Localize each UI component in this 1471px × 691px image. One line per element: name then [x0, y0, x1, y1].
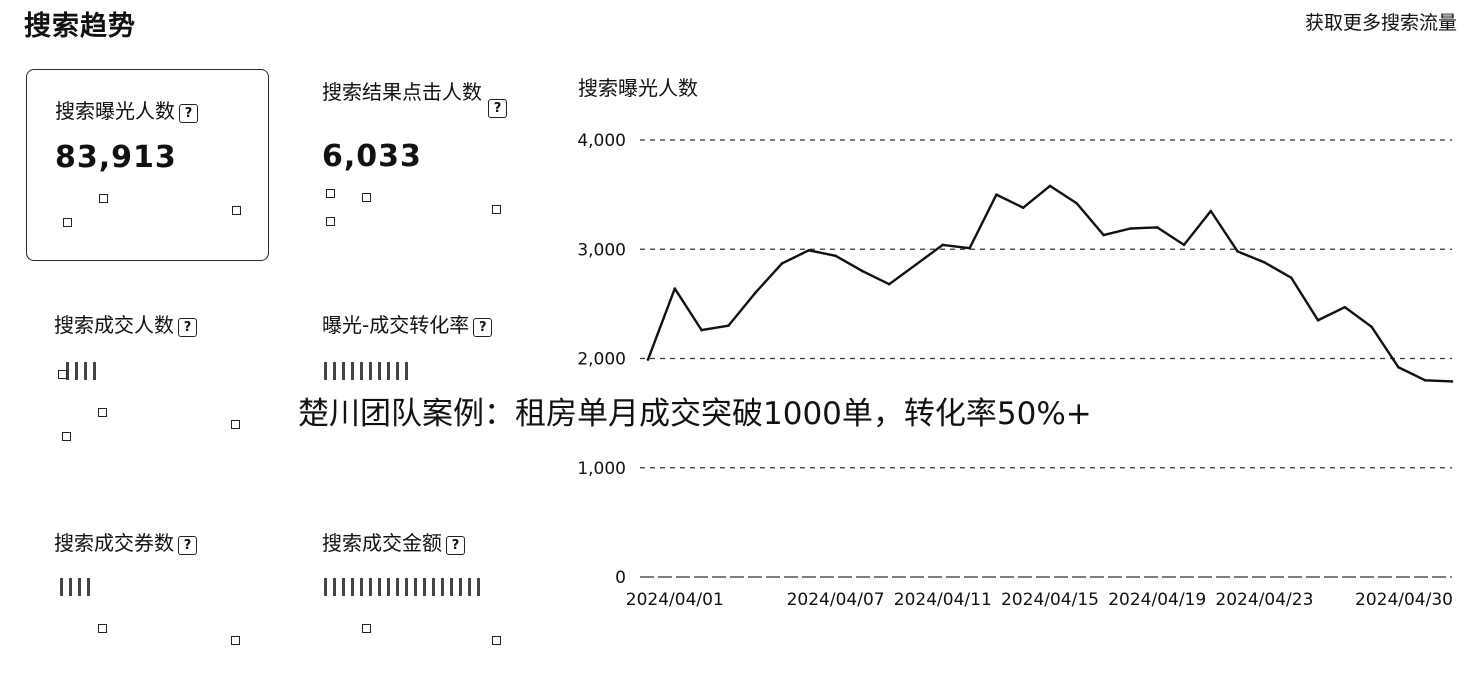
- y-tick-label: 4,000: [577, 131, 626, 151]
- help-icon[interactable]: ?: [178, 536, 197, 555]
- masked-mark: [362, 624, 371, 633]
- x-tick-label: 2024/04/07: [787, 590, 885, 610]
- data-point: [1236, 250, 1239, 253]
- metric-card-exposure[interactable]: 搜索曝光人数? 83,913: [26, 69, 269, 261]
- data-point: [941, 243, 945, 247]
- data-point: [727, 324, 730, 328]
- masked-mark: [231, 636, 240, 645]
- masked-mark: [362, 193, 371, 202]
- data-point: [700, 328, 703, 332]
- metric-value-exposure: 83,913: [55, 140, 177, 175]
- data-point: [646, 358, 650, 361]
- x-tick-label: 2024/04/01: [626, 590, 724, 610]
- masked-mark: [98, 408, 107, 417]
- help-icon[interactable]: ?: [473, 318, 493, 337]
- data-point: [1343, 305, 1347, 309]
- data-point: [1048, 184, 1052, 188]
- metric-card-deal-coupons[interactable]: 搜索成交券数?: [26, 518, 268, 691]
- metric-card-click[interactable]: 搜索结果点击人数 ? 6,033: [296, 69, 538, 259]
- masked-mark: [63, 218, 72, 227]
- masked-mark: [231, 420, 240, 429]
- data-point: [1075, 202, 1079, 205]
- metric-card-deal-amount[interactable]: 搜索成交金额?: [296, 518, 538, 691]
- data-point: [753, 291, 757, 295]
- series-line: [646, 184, 1453, 383]
- x-tick-label: 2024/04/11: [894, 590, 992, 610]
- more-search-traffic-link[interactable]: 获取更多搜索流量: [1304, 12, 1457, 34]
- metric-card-conversion[interactable]: 曝光-成交转化率?: [296, 300, 538, 490]
- masked-mark: [98, 624, 107, 633]
- y-axis-ticks: 4,000 3,000 2,000 1,000 0: [577, 131, 626, 588]
- data-point: [1155, 226, 1159, 229]
- data-point: [887, 282, 891, 286]
- data-point: [1289, 276, 1293, 279]
- masked-mark: [232, 206, 241, 215]
- y-tick-label: 1,000: [577, 459, 626, 479]
- data-point: [995, 193, 998, 196]
- masked-value: [324, 578, 480, 596]
- masked-mark: [99, 194, 108, 203]
- masked-mark: [492, 205, 501, 214]
- y-tick-label: 0: [615, 568, 626, 588]
- metric-value-click: 6,033: [322, 139, 422, 174]
- data-point: [834, 254, 837, 258]
- metric-label-click: 搜索结果点击人数: [322, 80, 482, 104]
- metric-card-deal-users[interactable]: 搜索成交人数?: [26, 300, 268, 490]
- x-tick-label: 2024/04/19: [1108, 590, 1206, 610]
- x-tick-label: 2024/04/23: [1215, 590, 1313, 610]
- masked-value: [324, 362, 408, 380]
- y-tick-label: 2,000: [577, 350, 626, 370]
- data-point: [861, 269, 864, 273]
- masked-value: [60, 578, 96, 596]
- chart-title: 搜索曝光人数: [578, 76, 698, 100]
- metric-label-deal-users: 搜索成交人数: [54, 313, 174, 337]
- data-point: [780, 262, 784, 265]
- data-point: [1263, 261, 1266, 264]
- data-point: [673, 287, 677, 290]
- help-icon[interactable]: ?: [446, 536, 465, 555]
- y-tick-label: 3,000: [577, 240, 626, 260]
- data-point: [1397, 365, 1400, 369]
- data-point: [1209, 209, 1213, 213]
- help-icon[interactable]: ?: [488, 99, 507, 118]
- data-point: [968, 246, 971, 250]
- data-point: [807, 249, 811, 252]
- data-point: [1102, 233, 1105, 237]
- metric-label-deal-coupons: 搜索成交券数: [54, 531, 174, 555]
- page-title: 搜索趋势: [24, 11, 136, 42]
- metric-label-conversion: 曝光-成交转化率: [322, 313, 470, 337]
- x-tick-label: 2024/04/15: [1001, 590, 1099, 610]
- data-point: [914, 263, 918, 266]
- masked-mark: [62, 432, 71, 441]
- data-point: [1450, 380, 1454, 383]
- data-point: [1182, 243, 1186, 247]
- help-icon[interactable]: ?: [178, 318, 197, 337]
- watermark-caption: 楚川团队案例：租房单月成交突破1000单，转化率50%+: [298, 396, 1092, 432]
- help-icon[interactable]: ?: [179, 104, 198, 123]
- grid-lines: [640, 139, 1452, 578]
- series-lines: [646, 184, 1454, 383]
- data-point: [1423, 379, 1427, 382]
- x-axis-ticks: 2024/04/01 2024/04/07 2024/04/11 2024/04/15…: [626, 590, 1453, 610]
- masked-value: [66, 362, 96, 380]
- metric-label-deal-amount: 搜索成交金额: [322, 531, 442, 555]
- data-point: [1316, 318, 1320, 322]
- x-tick-label: 2024/04/30: [1355, 590, 1453, 610]
- data-point: [1129, 227, 1132, 230]
- metric-label-exposure: 搜索曝光人数: [55, 99, 175, 123]
- masked-mark: [492, 636, 501, 645]
- data-point: [1021, 206, 1025, 210]
- masked-mark: [326, 189, 335, 198]
- masked-mark: [326, 217, 335, 226]
- data-point: [1370, 325, 1373, 329]
